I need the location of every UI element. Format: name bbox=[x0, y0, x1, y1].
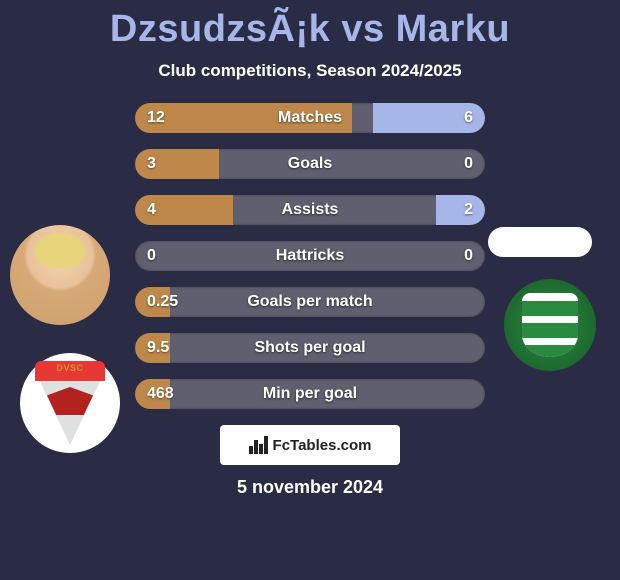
player-left-photo bbox=[10, 225, 110, 325]
page-subtitle: Club competitions, Season 2024/2025 bbox=[0, 61, 620, 81]
stat-row: 42Assists bbox=[135, 195, 485, 225]
stat-label: Min per goal bbox=[135, 379, 485, 409]
club-right-shield bbox=[522, 293, 578, 357]
club-left-label: DVSC bbox=[35, 363, 105, 373]
stat-row: 468Min per goal bbox=[135, 379, 485, 409]
stat-label: Goals bbox=[135, 149, 485, 179]
club-left-badge: DVSC bbox=[20, 353, 120, 453]
stat-label: Matches bbox=[135, 103, 485, 133]
stat-label: Assists bbox=[135, 195, 485, 225]
club-right-badge bbox=[504, 279, 596, 371]
stat-row: 126Matches bbox=[135, 103, 485, 133]
player-right-pill bbox=[488, 227, 592, 257]
stat-row: 00Hattricks bbox=[135, 241, 485, 271]
stats-bars: 126Matches 30Goals 42Assists 00Hattricks 0.2… bbox=[135, 103, 485, 409]
stat-row: 30Goals bbox=[135, 149, 485, 179]
bars-icon bbox=[249, 436, 269, 454]
page-title: DzsudzsÃ¡k vs Marku bbox=[0, 0, 620, 51]
stat-row: 0.25Goals per match bbox=[135, 287, 485, 317]
stat-label: Goals per match bbox=[135, 287, 485, 317]
footer-date: 5 november 2024 bbox=[0, 477, 620, 498]
footer-brand-text: FcTables.com bbox=[273, 437, 372, 454]
stat-label: Shots per goal bbox=[135, 333, 485, 363]
content-area: DVSC 126Matches 30Goals 42Assists 00Hattric… bbox=[0, 103, 620, 409]
club-left-shield: DVSC bbox=[35, 361, 105, 445]
footer-brand-badge: FcTables.com bbox=[220, 425, 400, 465]
stat-row: 9.5Shots per goal bbox=[135, 333, 485, 363]
stat-label: Hattricks bbox=[135, 241, 485, 271]
